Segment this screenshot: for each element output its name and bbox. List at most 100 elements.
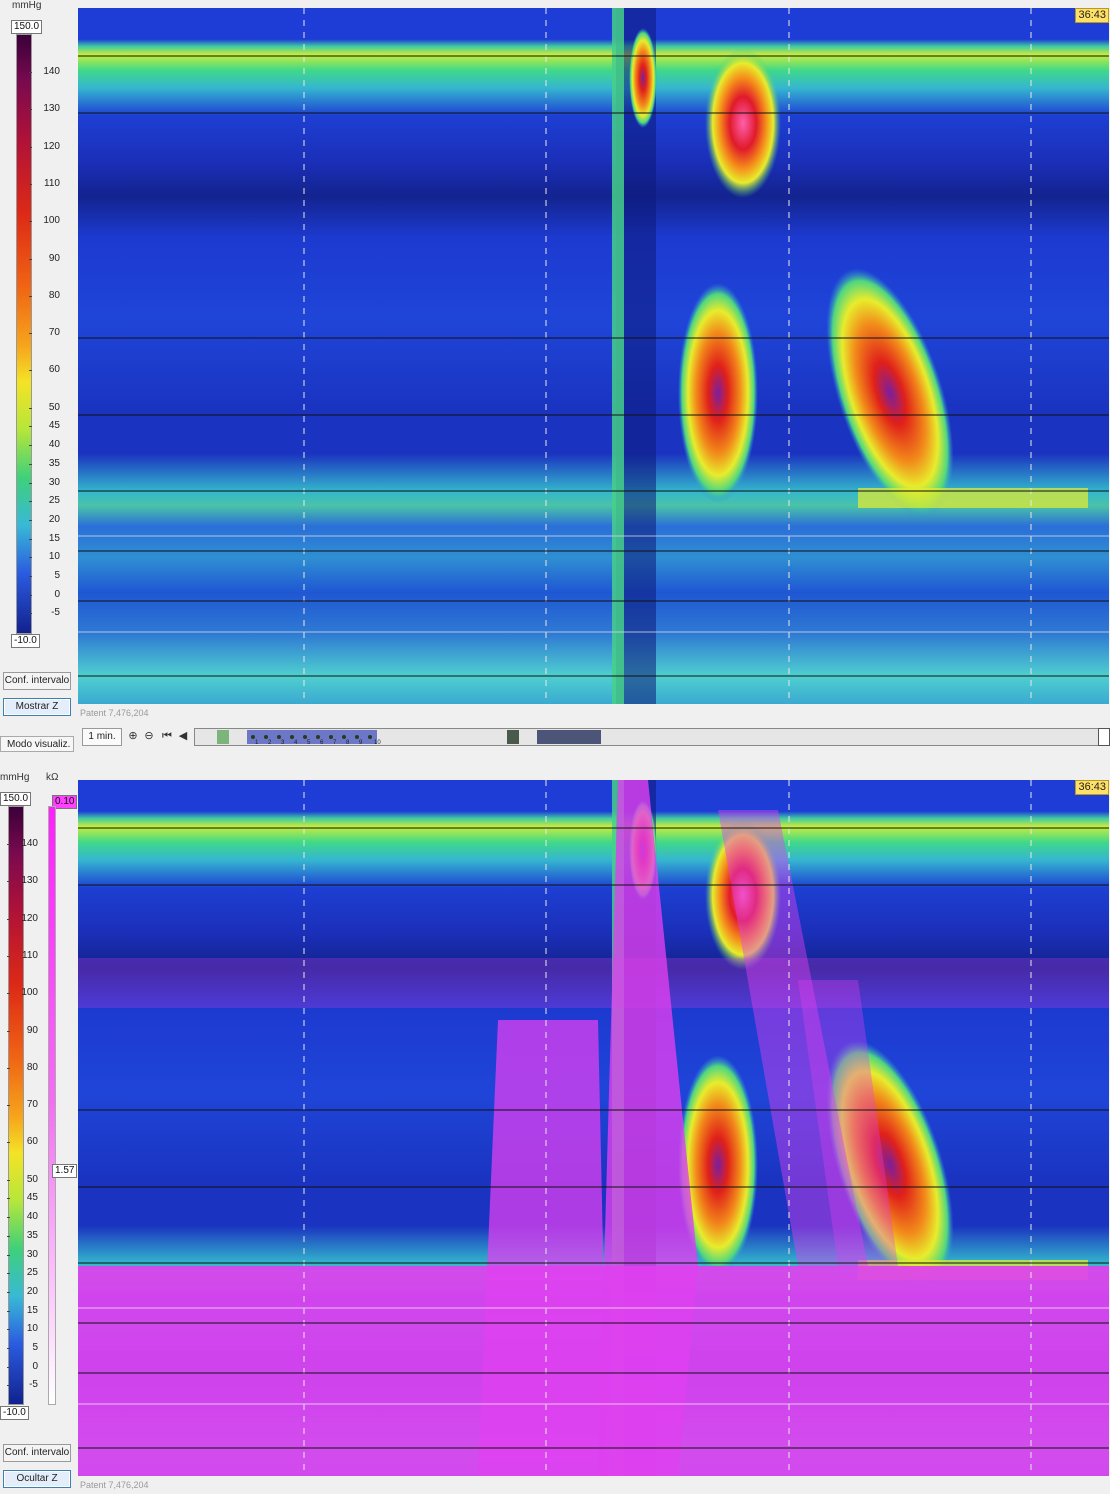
scale-sidebar: mmHg kΩ 150.0 0.10 140 130 120 110 100 90 80 70… xyxy=(0,768,78,1489)
pressure-scale-ticks: 140 130 120 110 100 90 80 70 60 50 45 40 35 30 25 20 15 1… xyxy=(6,772,38,1494)
impedance-color-scale xyxy=(48,806,56,1405)
impedance-unit-label: kΩ xyxy=(46,772,59,783)
plot-overlay xyxy=(78,8,1109,704)
scale-min-input[interactable]: -10.0 xyxy=(11,634,40,648)
timeline-scrollbar[interactable]: 1 2 3 4 5 6 7 8 9 10 xyxy=(194,728,1104,746)
hide-impedance-button[interactable]: Ocultar Z xyxy=(3,1470,71,1488)
pressure-peak xyxy=(705,820,781,970)
scale-tick-label: 15 xyxy=(28,532,60,544)
swallow-marker-number: 2 xyxy=(268,740,272,746)
scale-tick-label: 20 xyxy=(6,1285,38,1297)
scale-tick-label: 60 xyxy=(28,364,60,376)
swallow-marker-number: 6 xyxy=(320,740,324,746)
scale-max-input[interactable]: 150.0 xyxy=(0,792,32,806)
scale-tick-label: 45 xyxy=(28,420,60,432)
scale-tick-label: 10 xyxy=(28,551,60,563)
swallow-marker[interactable]: 4 xyxy=(286,730,299,746)
scale-tick-label: 25 xyxy=(6,1267,38,1279)
scale-min-input[interactable]: -10.0 xyxy=(0,1406,29,1420)
configure-range-button[interactable]: Conf. intervalo xyxy=(3,672,71,690)
step-back-icon[interactable]: ◀ xyxy=(178,730,188,742)
swallow-marker-number: 10 xyxy=(374,740,381,746)
event-marker[interactable] xyxy=(217,730,229,744)
swallow-marker-number: 1 xyxy=(255,740,259,746)
pressure-unit-label: mmHg xyxy=(0,772,30,783)
skip-start-icon[interactable]: ⏮ xyxy=(162,730,172,742)
scale-tick-label: 130 xyxy=(7,875,38,887)
swallow-marker-number: 3 xyxy=(281,740,285,746)
zoom-level-button[interactable]: 1 min. xyxy=(82,728,122,746)
event-marker[interactable] xyxy=(507,730,519,744)
pressure-unit-label: mmHg xyxy=(12,0,42,11)
scale-tick-label: 100 xyxy=(7,987,38,999)
scale-tick-label: 110 xyxy=(7,949,38,961)
scale-tick-label: 40 xyxy=(28,439,60,451)
scale-tick-label: 80 xyxy=(6,1061,38,1073)
scale-tick-label: 100 xyxy=(29,215,60,227)
display-mode-button[interactable]: Modo visualiz. xyxy=(0,736,74,752)
scale-tick-label: 35 xyxy=(6,1229,38,1241)
scale-tick-label: 120 xyxy=(7,912,38,924)
scale-tick-label: 25 xyxy=(28,495,60,507)
swallow-marker-number: 8 xyxy=(346,740,350,746)
zoom-out-icon[interactable]: ⊖ xyxy=(144,730,154,742)
swallow-marker[interactable]: 3 xyxy=(273,730,286,746)
scale-tick-label: 30 xyxy=(28,476,60,488)
timeline-end-handle[interactable] xyxy=(1098,728,1110,746)
scale-tick-label: 0 xyxy=(8,1360,38,1372)
scale-tick-label: 5 xyxy=(30,570,60,581)
pressure-topography-panel: mmHg 150.0 140 130 120 110 100 90 80 70 60 50 45 40… xyxy=(0,0,1110,722)
swallow-marker[interactable]: 10 xyxy=(364,730,381,746)
swallow-marker[interactable]: 7 xyxy=(325,730,338,746)
impedance-min-input[interactable]: 1.57 xyxy=(52,1164,78,1178)
scale-tick-label: 50 xyxy=(6,1173,38,1185)
swallow-marker[interactable]: 8 xyxy=(338,730,351,746)
scale-tick-label: 80 xyxy=(28,289,60,301)
scale-tick-label: 120 xyxy=(29,140,60,152)
pressure-impedance-panel: mmHg kΩ 150.0 0.10 140 130 120 110 100 90 80 70… xyxy=(0,768,1110,1490)
pressure-topography-plot[interactable]: 36:43 xyxy=(78,8,1109,704)
scale-tick-label: 50 xyxy=(28,401,60,413)
swallow-marker-number: 4 xyxy=(294,740,298,746)
scale-tick-label: 70 xyxy=(28,327,60,339)
zoom-in-icon[interactable]: ⊕ xyxy=(128,730,138,742)
swallow-marker[interactable]: 6 xyxy=(312,730,325,746)
impedance-max-input[interactable]: 0.10 xyxy=(52,795,78,809)
sensor-lines xyxy=(78,55,1109,677)
pressure-peak xyxy=(826,1040,954,1290)
scale-tick-label: 5 xyxy=(8,1342,38,1353)
viewport-thumb[interactable] xyxy=(537,730,601,744)
scale-tick-label: -5 xyxy=(7,1379,38,1391)
pressure-peak xyxy=(629,28,657,128)
swallow-marker-number: 5 xyxy=(307,740,311,746)
swallow-marker[interactable]: 2 xyxy=(260,730,273,746)
pressure-impedance-plot[interactable]: 36:43 xyxy=(78,780,1109,1476)
scale-tick-label: 140 xyxy=(7,838,38,849)
swallow-marker-number: 9 xyxy=(359,740,363,746)
scale-tick-label: 10 xyxy=(6,1323,38,1335)
configure-range-button[interactable]: Conf. intervalo xyxy=(3,1444,71,1462)
scale-tick-label: 70 xyxy=(6,1099,38,1111)
sensor-lines xyxy=(78,827,1109,1449)
swallow-marker[interactable]: 9 xyxy=(351,730,364,746)
scale-tick-label: 130 xyxy=(29,103,60,115)
swallow-marker-number: 7 xyxy=(333,740,337,746)
scale-tick-label: -5 xyxy=(29,607,60,619)
plot-overlay xyxy=(78,780,1109,1476)
time-badge: 36:43 xyxy=(1075,780,1109,795)
scale-tick-label: 40 xyxy=(6,1211,38,1223)
scale-tick-label: 20 xyxy=(28,513,60,525)
scale-max-input[interactable]: 150.0 xyxy=(11,20,43,34)
swallow-marker[interactable]: 1 xyxy=(247,730,260,746)
vertical-artifact xyxy=(612,8,624,704)
scale-tick-label: 0 xyxy=(30,588,60,600)
patent-notice: Patent 7,476,204 xyxy=(80,708,149,718)
scale-tick-label: 90 xyxy=(28,252,60,264)
swallow-marker[interactable]: 5 xyxy=(299,730,312,746)
show-impedance-button[interactable]: Mostrar Z xyxy=(3,698,71,716)
scale-tick-label: 140 xyxy=(29,66,60,77)
pressure-peak xyxy=(678,283,758,503)
time-badge: 36:43 xyxy=(1075,8,1109,23)
pressure-peak xyxy=(705,48,781,198)
